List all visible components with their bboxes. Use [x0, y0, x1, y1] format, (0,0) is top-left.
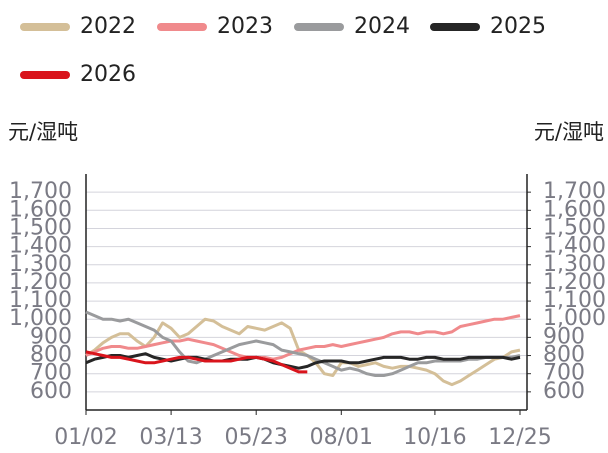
y-tick-label: 1,400	[9, 234, 72, 259]
series-line	[85, 350, 308, 374]
x-tick-label: 10/16	[403, 425, 466, 450]
series-line	[85, 314, 521, 361]
y2-tick-label: 1,400	[543, 234, 606, 259]
y2-tick-label: 900	[543, 324, 585, 349]
x-tick-label: 05/23	[224, 425, 287, 450]
y-tick-label: 600	[30, 379, 72, 404]
series-line	[85, 317, 521, 387]
x-tick-label: 08/01	[310, 425, 373, 450]
y2-tick-label: 1,700	[543, 179, 606, 204]
y-tick-label: 1,700	[9, 179, 72, 204]
x-tick-label: 01/02	[54, 425, 117, 450]
y2-tick-label: 1,300	[543, 252, 606, 277]
series-line	[85, 352, 521, 370]
y-tick-label: 800	[30, 343, 72, 368]
y-tick-label: 1,100	[9, 288, 72, 313]
y2-axis-label: 元/湿吨	[534, 120, 604, 144]
legend-label: 2026	[80, 62, 136, 87]
legend-label: 2024	[354, 14, 410, 39]
y-tick-label: 900	[30, 324, 72, 349]
y-axis-label: 元/湿吨	[8, 120, 78, 144]
y-tick-label: 1,300	[9, 252, 72, 277]
y2-tick-label: 700	[543, 361, 585, 386]
y-tick-label: 1,500	[9, 215, 72, 240]
y-tick-label: 1,200	[9, 270, 72, 295]
y-tick-label: 1,600	[9, 197, 72, 222]
x-tick-label: 12/25	[488, 425, 551, 450]
x-tick-label: 03/13	[139, 425, 202, 450]
y2-tick-label: 1,200	[543, 270, 606, 295]
legend-label: 2025	[490, 14, 546, 39]
legend-label: 2023	[217, 14, 273, 39]
y-tick-label: 700	[30, 361, 72, 386]
y2-tick-label: 800	[543, 343, 585, 368]
y2-tick-label: 1,600	[543, 197, 606, 222]
y2-tick-label: 1,500	[543, 215, 606, 240]
y2-tick-label: 1,000	[543, 306, 606, 331]
series-line	[85, 310, 521, 377]
legend-label: 2022	[80, 14, 136, 39]
y2-tick-label: 600	[543, 379, 585, 404]
y-tick-label: 1,000	[9, 306, 72, 331]
y2-tick-label: 1,100	[543, 288, 606, 313]
